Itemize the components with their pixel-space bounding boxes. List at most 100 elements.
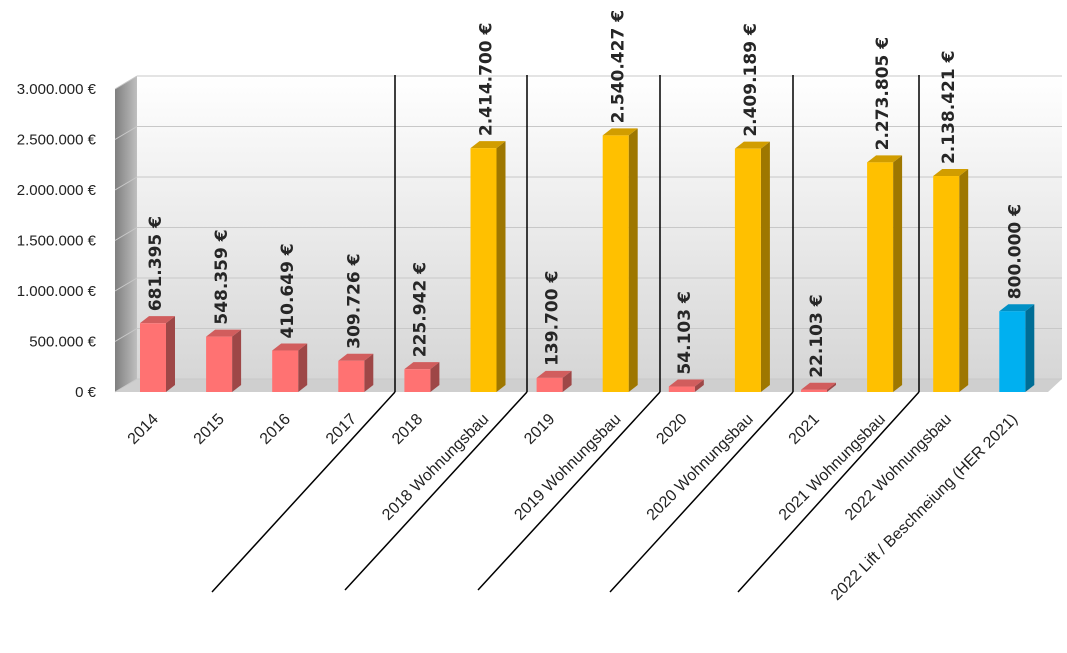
x-tick-label: 2014 (125, 411, 162, 448)
bar-side (694, 379, 704, 392)
bar-front (668, 386, 695, 392)
bar-top (668, 379, 704, 387)
bar-top (272, 343, 308, 351)
bar-front (272, 350, 299, 392)
bar-side (628, 128, 638, 392)
group-divider (211, 391, 396, 593)
data-label: 2.273.805 € (873, 37, 893, 150)
data-labels: 681.395 € 548.359 € 410.649 € 309.726 € 225.… (146, 10, 1025, 378)
bar-front (140, 323, 166, 392)
data-label: 681.395 € (146, 216, 166, 311)
bar-top (867, 155, 903, 163)
data-label: 2.409.189 € (741, 23, 761, 136)
bar-top (734, 141, 770, 149)
bar-top (404, 362, 440, 370)
gridline-side (114, 176, 138, 191)
bar-top (206, 329, 242, 337)
bar-side (1025, 304, 1035, 392)
data-label: 548.359 € (212, 229, 232, 324)
gridline-side (114, 378, 138, 393)
bar-side (893, 155, 903, 392)
bar-front (536, 377, 563, 392)
bar-top (602, 128, 638, 136)
gridline-side (114, 126, 138, 140)
bar (206, 329, 242, 392)
y-tick-label: 500.000 € (29, 334, 96, 351)
y-tick-label: 2.500.000 € (17, 132, 97, 149)
x-tick-label: 2015 (191, 411, 228, 448)
bar-side (166, 316, 175, 392)
data-label: 410.649 € (278, 243, 298, 338)
bar-side (232, 329, 242, 392)
y-tick-label: 2.000.000 € (17, 182, 97, 199)
bar-side (959, 169, 969, 392)
bar-top (999, 304, 1035, 312)
group-divider (609, 391, 794, 593)
x-tick-label: 2016 (257, 411, 294, 448)
data-label: 800.000 € (1005, 204, 1025, 299)
x-tick-label: 2017 (323, 411, 360, 448)
bar-front (867, 162, 894, 392)
floor (115, 379, 1062, 392)
bar (140, 316, 175, 392)
bar (602, 128, 638, 392)
group-divider (477, 391, 661, 591)
bar-top (338, 353, 374, 361)
bar (801, 382, 836, 392)
data-label: 22.103 € (807, 294, 827, 377)
bar-top (933, 169, 969, 177)
x-tick-label: 2018 (389, 411, 426, 448)
bar-front (602, 135, 629, 392)
x-tick-label: 2019 (521, 411, 558, 448)
group-dividers (211, 75, 920, 593)
bar-side (364, 353, 374, 392)
bars (140, 128, 1035, 392)
bar-front (338, 360, 365, 392)
bar-side (430, 362, 440, 392)
bar (734, 141, 770, 392)
bar-side (760, 141, 770, 392)
data-label: 2.138.421 € (939, 51, 959, 164)
data-label: 225.942 € (410, 262, 430, 357)
bar (999, 304, 1035, 392)
bar-side (562, 370, 572, 392)
y-tick-label: 1.000.000 € (17, 283, 97, 300)
bar-front (404, 369, 431, 392)
y-tick-label: 0 € (75, 384, 97, 401)
bar (338, 353, 374, 392)
bar-front (734, 148, 761, 392)
bar-front (206, 336, 233, 392)
bar-side (827, 382, 836, 392)
bar-top (536, 370, 572, 378)
bar-front (801, 389, 827, 392)
y-tick-label: 3.000.000 € (17, 81, 97, 98)
x-tick-label: 2020 (653, 411, 690, 448)
bar (272, 343, 308, 392)
gridline-side (114, 328, 138, 342)
y-axis: 0 € 500.000 € 1.000.000 € 1.500.000 € 2.000.… (17, 81, 97, 401)
data-label: 309.726 € (344, 254, 364, 349)
bar (470, 141, 506, 392)
plot-background (114, 75, 1062, 393)
bar-side (298, 343, 308, 392)
gridline-side (114, 75, 138, 90)
bar-top (801, 382, 836, 390)
group-divider (344, 391, 528, 591)
x-tick-label: 2021 (786, 411, 823, 448)
bar (933, 169, 969, 392)
bar (404, 362, 440, 392)
bar-top (140, 316, 175, 324)
gridline-side (114, 277, 138, 292)
data-label: 54.103 € (675, 291, 695, 374)
bar-top (470, 141, 506, 149)
bar (668, 379, 704, 392)
bar-front (470, 148, 497, 392)
bar-front (999, 311, 1026, 392)
bar (867, 155, 903, 392)
data-label: 2.414.700 € (477, 23, 497, 136)
bar-side (496, 141, 506, 392)
group-divider (737, 391, 920, 593)
bar-front (933, 176, 960, 392)
